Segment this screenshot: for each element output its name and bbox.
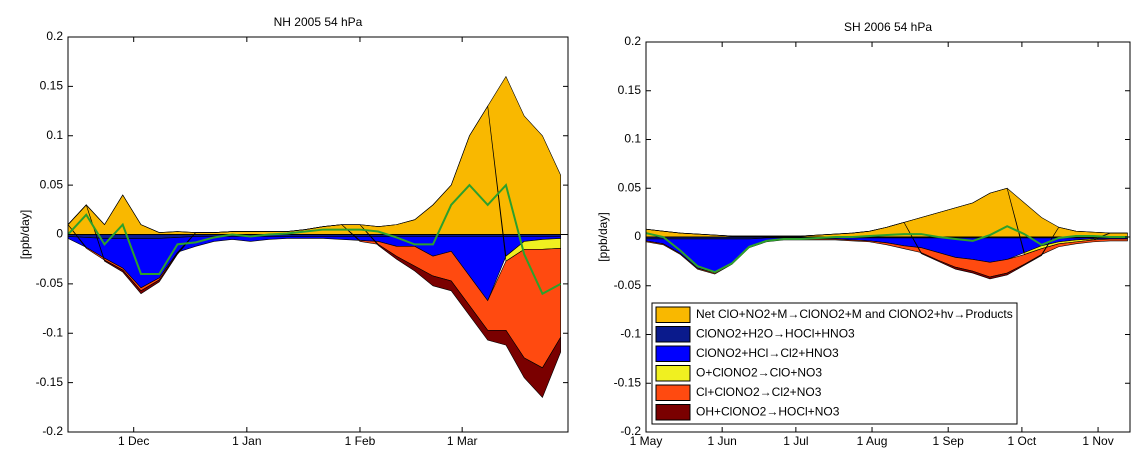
chart-title: SH 2006 54 hPa (844, 20, 932, 34)
legend-swatch (655, 306, 691, 323)
y-tick-label: -0.2 (620, 424, 641, 438)
y-axis-label: [ppb/day] (18, 210, 32, 259)
y-tick-label: -0.1 (42, 325, 63, 339)
x-tick-label: 1 Dec (118, 434, 149, 448)
x-tick-label: 1 Sep (933, 434, 965, 448)
net-line (68, 183, 562, 296)
x-tick-label: 1 May (630, 434, 663, 448)
y-tick-label: -0.15 (36, 375, 64, 389)
y-tick-label: -0.2 (42, 424, 63, 438)
x-tick-label: 1 Jan (232, 434, 261, 448)
legend-swatch (655, 365, 691, 382)
y-tick-label: -0.1 (620, 327, 641, 341)
x-tick-label: 1 Jun (707, 434, 736, 448)
x-tick-label: 1 Aug (857, 434, 888, 448)
legend-swatch (655, 384, 691, 401)
y-tick-label: 0.05 (618, 180, 642, 194)
legend-box (651, 302, 1018, 425)
area (68, 75, 562, 235)
panel: NH 2005 54 hPa [ppb/day] -0.2 -0.15 -0.1 -0.0… (18, 15, 569, 448)
x-tick-label: 1 Nov (1082, 434, 1113, 448)
y-tick-label: 0.15 (40, 79, 64, 93)
legend-label: O+ClONO2→ClO+NO3 (696, 365, 822, 379)
y-tick-label: 0 (634, 229, 641, 243)
x-tick-label: 1 Jul (783, 434, 808, 448)
y-tick-label: 0.15 (618, 83, 642, 97)
plot-area (646, 187, 1130, 280)
legend-label: ClONO2+HCl→Cl2+HNO3 (696, 346, 839, 360)
y-axis-label: [ppb/day] (596, 212, 610, 261)
legend-label: Cl+ClONO2→Cl2+NO3 (696, 385, 822, 399)
legend-swatch (655, 345, 691, 362)
area (646, 187, 1128, 238)
y-tick-label: 0 (56, 227, 63, 241)
legend-label: Net ClO+NO2+M→ClONO2+M and ClONO2+hv→Pro… (696, 307, 1013, 321)
chart-title: NH 2005 54 hPa (274, 15, 363, 29)
x-tick-label: 1 Oct (1008, 434, 1037, 448)
panel: SH 2006 54 hPa [ppb/day] -0.2 -0.15 -0.1 -0.0… (596, 20, 1131, 448)
y-tick-label: 0.2 (46, 29, 63, 43)
y-tick-label: -0.05 (36, 276, 64, 290)
legend: Net ClO+NO2+M→ClONO2+M and ClONO2+hv→Pro… (651, 302, 1018, 425)
y-tick-label: 0.1 (46, 128, 63, 142)
legend-label: OH+ClONO2→HOCl+NO3 (696, 404, 840, 418)
area (68, 204, 562, 398)
legend-label: ClONO2+H2O→HOCl+HNO3 (696, 326, 855, 340)
y-tick-label: 0.2 (624, 34, 641, 48)
area (646, 222, 1128, 280)
x-tick-label: 1 Mar (447, 434, 478, 448)
y-tick-label: -0.05 (614, 278, 642, 292)
y-tick-label: 0.1 (624, 132, 641, 146)
plot-area (68, 75, 568, 398)
legend-swatch (655, 404, 691, 421)
x-tick-label: 1 Feb (345, 434, 376, 448)
legend-swatch (655, 326, 691, 343)
net-line (646, 225, 1128, 274)
y-tick-label: -0.15 (614, 375, 642, 389)
y-tick-label: 0.05 (40, 177, 64, 191)
